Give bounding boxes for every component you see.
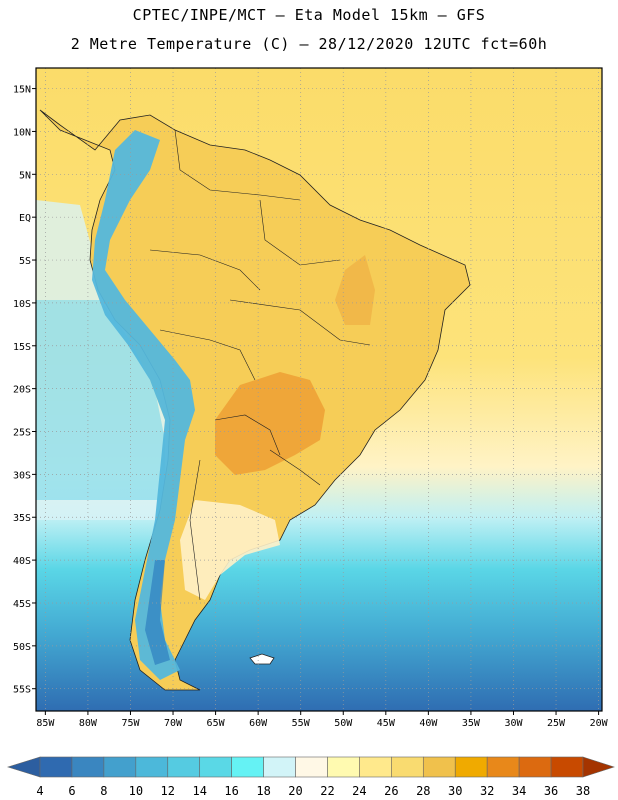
lon-label: 40W: [419, 718, 438, 729]
colorbar-tick-label: 20: [288, 784, 302, 798]
lat-label: 15S: [13, 342, 31, 353]
lat-label: 45S: [13, 599, 31, 610]
latitude-labels: 15N 10N 5N EQ 5S 10S 15S 20S 25S 30S 35S 40S 45S 50S 5…: [13, 85, 36, 696]
lat-label: 10S: [13, 299, 31, 310]
temperature-field: [36, 68, 602, 711]
colorbar-swatch: [199, 756, 232, 778]
colorbar-tick-label: 32: [480, 784, 494, 798]
colorbar-swatch: [71, 756, 105, 778]
colorbar-tick-label: 38: [576, 784, 590, 798]
lat-label: 30S: [13, 470, 31, 481]
lat-label: EQ: [19, 213, 31, 224]
colorbar-swatch: [518, 756, 552, 778]
colorbar-tick-label: 16: [224, 784, 238, 798]
andes-cold: [92, 130, 195, 680]
lon-label: 45W: [377, 718, 396, 729]
map-title-line2: 2 Metre Temperature (C) – 28/12/2020 12U…: [70, 35, 548, 53]
lon-label: 60W: [249, 718, 268, 729]
lon-label: 20W: [590, 718, 609, 729]
colorbar-tick-label: 34: [512, 784, 526, 798]
temperature-colorbar: 4 6 8 10 12 14 16 18 20 22 24 26 28 30 32 34 36 38: [6, 756, 615, 798]
colorbar-swatch: [295, 756, 328, 778]
colorbar-tick-label: 18: [256, 784, 270, 798]
mild-south: [180, 500, 280, 600]
colorbar-swatch: [167, 756, 201, 778]
lat-label: 10N: [13, 127, 31, 138]
colorbar-tick-label: 14: [192, 784, 206, 798]
lat-label: 5S: [19, 256, 31, 267]
colorbar-tick-label: 26: [384, 784, 398, 798]
falkland-islands: [249, 653, 275, 665]
colorbar-swatch: [327, 756, 360, 778]
colorbar-tick-label: 4: [36, 784, 43, 798]
lon-label: 30W: [504, 718, 523, 729]
colorbar-tick-label: 22: [320, 784, 334, 798]
colorbar-swatch: [359, 756, 392, 778]
lat-label: 15N: [13, 85, 31, 96]
map-title-line1: CPTEC/INPE/MCT – Eta Model 15km – GFS: [132, 6, 486, 24]
map-frame: [35, 67, 603, 712]
colorbar-tick-label: 6: [68, 784, 75, 798]
colorbar-swatch: [486, 756, 520, 778]
lat-label: 20S: [13, 385, 31, 396]
colorbar-swatch: [550, 756, 584, 778]
lon-label: 65W: [207, 718, 226, 729]
country-borders: [149, 129, 371, 601]
colorbar-tick-label: 8: [100, 784, 107, 798]
lon-label: 55W: [292, 718, 311, 729]
colorbar-tick-label: 36: [544, 784, 558, 798]
colorbar-swatch: [39, 756, 73, 778]
lat-label: 5N: [19, 170, 31, 181]
colorbar-swatch: [135, 756, 169, 778]
colorbar-tick-label: 24: [352, 784, 366, 798]
colorbar-tick-label: 30: [448, 784, 462, 798]
lat-label: 50S: [13, 642, 31, 653]
lat-label: 40S: [13, 556, 31, 567]
colorbar-swatch: [263, 756, 296, 778]
hot-northeast: [335, 255, 375, 325]
colorbar-swatch: [231, 756, 264, 778]
colorbar-swatch: [422, 756, 456, 778]
colorbar-tick-label: 12: [161, 784, 175, 798]
lon-label: 85W: [36, 718, 55, 729]
hot-interior: [215, 372, 325, 475]
lon-label: 35W: [462, 718, 481, 729]
lon-label: 50W: [334, 718, 353, 729]
lat-label: 55S: [13, 685, 31, 696]
colorbar-swatch: [391, 756, 424, 778]
lon-label: 70W: [164, 718, 183, 729]
colorbar-swatch: [103, 756, 137, 778]
colorbar-high-arrow: [582, 756, 615, 778]
lon-label: 25W: [547, 718, 566, 729]
andes-coldest: [145, 560, 170, 665]
colorbar-tick-label: 28: [416, 784, 430, 798]
lon-label: 75W: [121, 718, 140, 729]
lon-label: 80W: [79, 718, 98, 729]
lat-label: 35S: [13, 513, 31, 524]
longitude-labels: 85W 80W 75W 70W 65W 60W 55W 50W 45W 40W 35W 30W 25W 2…: [36, 711, 609, 729]
colorbar-swatch: [454, 756, 488, 778]
colorbar-tick-label: 10: [129, 784, 143, 798]
lat-label: 25S: [13, 428, 31, 439]
colorbar-low-arrow: [6, 756, 41, 778]
